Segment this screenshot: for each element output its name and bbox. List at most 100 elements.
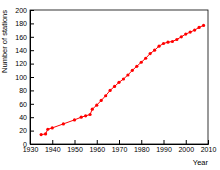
x-axis-line <box>31 140 209 145</box>
y-axis-line <box>31 11 35 145</box>
y-tick-mark <box>30 104 34 105</box>
point <box>175 38 178 41</box>
point <box>113 85 116 88</box>
point <box>62 122 65 125</box>
point <box>84 114 87 117</box>
x-tick: 1980 <box>134 140 150 153</box>
point <box>162 42 165 45</box>
x-tick-mark <box>186 140 187 144</box>
point <box>109 89 112 92</box>
point <box>40 133 43 136</box>
y-tick: 0 <box>23 141 34 148</box>
y-tick-mark <box>30 64 34 65</box>
x-tick-label: 2000 <box>178 146 194 153</box>
point <box>95 104 98 107</box>
point <box>140 61 143 64</box>
x-tick-label: 2010 <box>201 146 217 153</box>
x-tick-label: 1990 <box>156 146 172 153</box>
y-tick-mark <box>30 10 34 11</box>
y-tick: 140 <box>15 47 34 54</box>
y-tick-label: 180 <box>15 20 27 27</box>
y-tick: 20 <box>19 127 34 134</box>
x-tick-mark <box>141 140 142 144</box>
point <box>166 41 169 44</box>
y-tick-mark <box>30 37 34 38</box>
y-tick-label: 200 <box>15 7 27 14</box>
x-axis-title: Year <box>193 158 209 167</box>
point <box>88 113 91 116</box>
point <box>117 81 120 84</box>
y-tick-mark <box>30 50 34 51</box>
y-tick-label: 100 <box>15 74 27 81</box>
series-line <box>41 25 203 134</box>
x-tick: 2010 <box>201 140 217 153</box>
y-tick-mark <box>30 23 34 24</box>
y-tick-label: 160 <box>15 34 27 41</box>
y-tick: 120 <box>15 60 34 67</box>
point <box>73 118 76 121</box>
x-tick-label: 1980 <box>134 146 150 153</box>
x-tick-mark <box>75 140 76 144</box>
x-tick: 2000 <box>178 140 194 153</box>
point <box>135 65 138 68</box>
point <box>44 132 47 135</box>
plot-frame <box>30 10 208 144</box>
point <box>149 52 152 55</box>
point <box>193 29 196 32</box>
x-tick-mark <box>208 140 209 144</box>
plot: 1930194019501960197019801990200020100204… <box>15 7 216 153</box>
point <box>144 57 147 60</box>
y-tick-label: 20 <box>19 127 27 134</box>
y-tick-label: 40 <box>19 114 27 121</box>
y-tick-mark <box>30 90 34 91</box>
y-tick: 180 <box>15 20 34 27</box>
point <box>198 26 201 29</box>
x-tick: 1970 <box>112 140 128 153</box>
x-tick-mark <box>52 140 53 144</box>
x-tick-label: 1960 <box>89 146 105 153</box>
y-tick-mark <box>30 117 34 118</box>
point <box>91 108 94 111</box>
x-tick-label: 1950 <box>67 146 83 153</box>
y-tick-mark <box>30 131 34 132</box>
x-tick: 1990 <box>156 140 172 153</box>
point <box>46 128 49 131</box>
point <box>189 31 192 34</box>
chart: 1930194019501960197019801990200020100204… <box>0 0 220 170</box>
data-layer <box>40 24 206 136</box>
y-tick-label: 60 <box>19 101 27 108</box>
x-tick-mark <box>97 140 98 144</box>
y-tick: 80 <box>19 87 34 94</box>
point <box>153 49 156 52</box>
point <box>171 40 174 43</box>
x-tick-mark <box>119 140 120 144</box>
y-tick-mark <box>30 77 34 78</box>
x-tick: 1950 <box>67 140 83 153</box>
point <box>202 24 205 27</box>
x-axis: 193019401950196019701980199020002010 <box>23 140 217 153</box>
point <box>100 99 103 102</box>
x-tick-label: 1940 <box>45 146 61 153</box>
y-tick: 160 <box>15 34 34 41</box>
point <box>51 126 54 129</box>
point <box>122 77 125 80</box>
x-tick-label: 1970 <box>112 146 128 153</box>
y-tick: 100 <box>15 74 34 81</box>
point <box>184 33 187 36</box>
y-axis: 0 20 40 60 80 100 120 140 160 180 200 <box>15 7 34 148</box>
y-axis-title: Number of stations <box>0 10 9 73</box>
y-tick-label: 120 <box>15 60 27 67</box>
x-tick: 1960 <box>89 140 105 153</box>
x-tick-mark <box>164 140 165 144</box>
y-tick-label: 80 <box>19 87 27 94</box>
point <box>80 116 83 119</box>
y-tick-mark <box>30 144 34 145</box>
point <box>131 69 134 72</box>
y-tick: 200 <box>15 7 34 14</box>
point <box>126 73 129 76</box>
point <box>104 94 107 97</box>
point <box>157 45 160 48</box>
x-tick: 1940 <box>45 140 61 153</box>
y-tick: 40 <box>19 114 34 121</box>
y-tick: 60 <box>19 101 34 108</box>
